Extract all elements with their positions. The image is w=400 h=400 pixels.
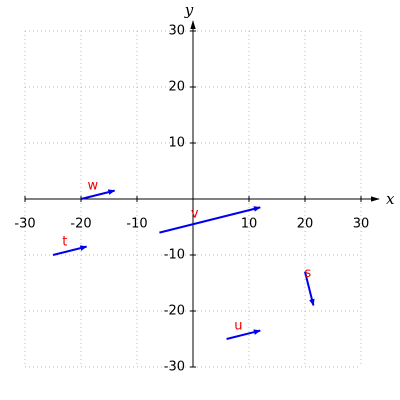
y-tick-label: 30 xyxy=(168,24,185,39)
vector-arrow xyxy=(226,329,261,340)
x-tick-label: -10 xyxy=(126,217,147,232)
x-axis-label: x xyxy=(386,190,395,208)
y-tick-label: 20 xyxy=(168,80,185,95)
vector-arrow xyxy=(52,245,88,256)
y-tick-label: -10 xyxy=(164,248,185,263)
y-tick-label: -20 xyxy=(164,304,185,319)
x-tick-label: 10 xyxy=(241,217,258,232)
x-tick-label: 30 xyxy=(353,217,370,232)
vector-label: u xyxy=(234,319,242,334)
vector-label: v xyxy=(191,206,199,221)
vector-arrow xyxy=(304,271,315,307)
vector-label: t xyxy=(62,235,67,250)
y-tick-label: -30 xyxy=(164,360,185,375)
y-axis-label: y xyxy=(184,1,194,19)
x-tick-label: -20 xyxy=(70,217,91,232)
y-tick-label: 10 xyxy=(168,136,185,151)
vector-arrow xyxy=(80,189,116,200)
vector-label: w xyxy=(87,179,98,194)
x-tick-label: 20 xyxy=(297,217,314,232)
vector-arrow xyxy=(159,206,261,234)
x-tick-label: -30 xyxy=(14,217,35,232)
vector-label: s xyxy=(305,266,312,281)
